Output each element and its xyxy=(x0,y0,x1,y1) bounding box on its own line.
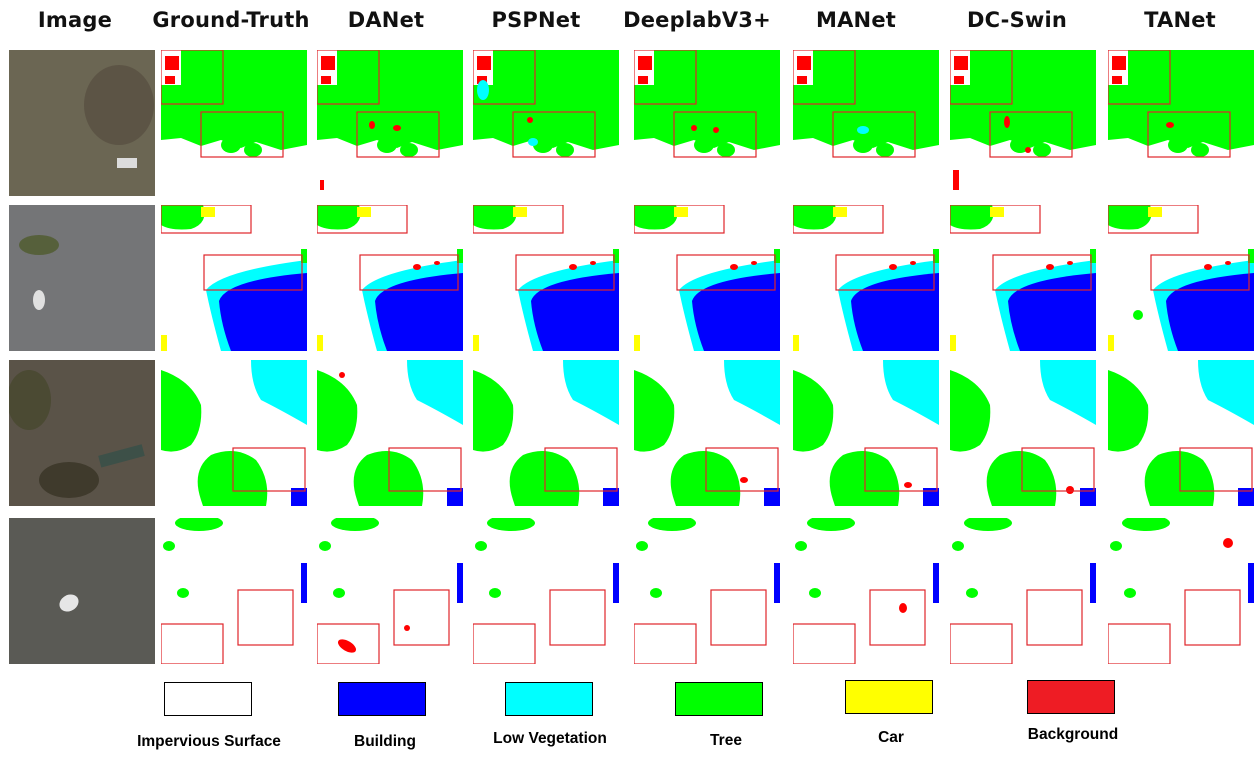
segmentation-map-row4-danet xyxy=(317,518,463,664)
legend-swatch-car xyxy=(845,680,933,714)
segmentation-map-row2-pspnet xyxy=(473,205,619,351)
column-header-image: Image xyxy=(37,8,113,32)
legend-label-car: Car xyxy=(878,729,904,746)
segmentation-map-row2-ground-truth xyxy=(161,205,307,351)
aerial-image-row4-image xyxy=(9,518,155,664)
segmentation-map-row1-deeplabv3 xyxy=(634,50,780,196)
segmentation-map-row4-pspnet xyxy=(473,518,619,664)
column-header-manet: MANet xyxy=(815,8,897,32)
segmentation-map-row3-tanet xyxy=(1108,360,1254,506)
segmentation-map-row2-deeplabv3 xyxy=(634,205,780,351)
column-header-pspnet: PSPNet xyxy=(491,8,581,32)
segmentation-map-row3-pspnet xyxy=(473,360,619,506)
column-header-danet: DANet xyxy=(347,8,425,32)
segmentation-map-row2-danet xyxy=(317,205,463,351)
segmentation-map-row4-ground-truth xyxy=(161,518,307,664)
segmentation-map-row4-tanet xyxy=(1108,518,1254,664)
legend-swatch-building xyxy=(338,682,426,716)
segmentation-map-row4-manet xyxy=(793,518,939,664)
column-header-deeplabv3plus: DeeplabV3+ xyxy=(623,8,771,32)
legend-label-background: Background xyxy=(1027,726,1119,743)
segmentation-map-row3-dc-swin xyxy=(950,360,1096,506)
column-header-tanet: TANet xyxy=(1144,8,1216,32)
legend-swatch-tree xyxy=(675,682,763,716)
legend-label-tree: Tree xyxy=(710,732,742,749)
legend-label-low-vegetation: Low Vegetation xyxy=(493,730,607,747)
segmentation-map-row4-deeplabv3 xyxy=(634,518,780,664)
aerial-image-row2-image xyxy=(9,205,155,351)
segmentation-map-row3-manet xyxy=(793,360,939,506)
segmentation-map-row1-tanet xyxy=(1108,50,1254,196)
segmentation-map-row2-manet xyxy=(793,205,939,351)
column-header-ground-truth: Ground-Truth xyxy=(152,8,310,32)
segmentation-map-row1-ground-truth xyxy=(161,50,307,196)
legend-label-building: Building xyxy=(354,733,416,750)
segmentation-map-row1-manet xyxy=(793,50,939,196)
segmentation-map-row2-tanet xyxy=(1108,205,1254,351)
legend-swatch-impervious-surface xyxy=(164,682,252,716)
segmentation-map-row3-deeplabv3 xyxy=(634,360,780,506)
aerial-image-row1-image xyxy=(9,50,155,196)
segmentation-map-row1-danet xyxy=(317,50,463,196)
legend-swatch-low-vegetation xyxy=(505,682,593,716)
segmentation-map-row1-pspnet xyxy=(473,50,619,196)
segmentation-map-row2-dc-swin xyxy=(950,205,1096,351)
legend-swatch-background xyxy=(1027,680,1115,714)
segmentation-map-row3-ground-truth xyxy=(161,360,307,506)
segmentation-map-row1-dc-swin xyxy=(950,50,1096,196)
column-header-dcswin: DC-Swin xyxy=(966,8,1068,32)
aerial-image-row3-image xyxy=(9,360,155,506)
legend-label-impervious-surface: Impervious Surface xyxy=(137,733,281,750)
segmentation-map-row4-dc-swin xyxy=(950,518,1096,664)
segmentation-map-row3-danet xyxy=(317,360,463,506)
